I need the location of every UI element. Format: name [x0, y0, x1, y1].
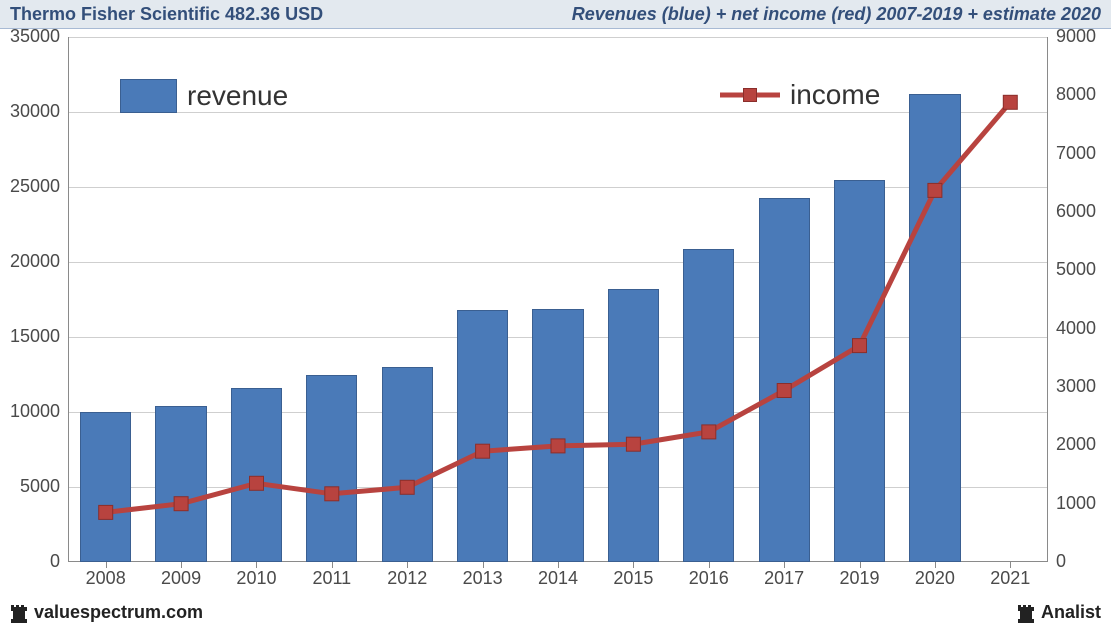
y-right-tick-label: 2000	[1056, 434, 1096, 455]
legend-income: income	[720, 79, 880, 111]
x-tick-mark	[407, 562, 408, 568]
x-tick-label: 2015	[613, 568, 653, 589]
x-tick-label: 2016	[689, 568, 729, 589]
x-tick-mark	[860, 562, 861, 568]
x-tick-label: 2014	[538, 568, 578, 589]
x-tick-label: 2017	[764, 568, 804, 589]
x-tick-label: 2020	[915, 568, 955, 589]
rook-icon	[10, 603, 28, 623]
x-tick-label: 2012	[387, 568, 427, 589]
y-right-tick-label: 5000	[1056, 259, 1096, 280]
chart-title-right: Revenues (blue) + net income (red) 2007-…	[572, 4, 1101, 25]
x-tick-mark	[332, 562, 333, 568]
y-left-tick-label: 35000	[0, 26, 60, 47]
y-right-tick-label: 7000	[1056, 143, 1096, 164]
x-tick-label: 2009	[161, 568, 201, 589]
x-tick-mark	[483, 562, 484, 568]
y-right-tick-label: 0	[1056, 551, 1066, 572]
x-tick-mark	[784, 562, 785, 568]
x-tick-mark	[558, 562, 559, 568]
income-line	[68, 37, 1048, 562]
y-right-tick-label: 6000	[1056, 201, 1096, 222]
legend-label: revenue	[187, 80, 288, 112]
x-tick-mark	[1010, 562, 1011, 568]
brand-valuespectrum: valuespectrum.com	[10, 602, 203, 623]
x-tick-label: 2013	[463, 568, 503, 589]
x-tick-label: 2008	[86, 568, 126, 589]
legend-revenue: revenue	[120, 79, 288, 113]
x-tick-mark	[256, 562, 257, 568]
y-left-tick-label: 30000	[0, 101, 60, 122]
x-tick-label: 2019	[840, 568, 880, 589]
brand-left-text: valuespectrum.com	[34, 602, 203, 623]
y-left-tick-label: 20000	[0, 251, 60, 272]
header-bar: Thermo Fisher Scientific 482.36 USD Reve…	[0, 0, 1111, 29]
y-left-tick-label: 0	[0, 551, 60, 572]
y-right-tick-label: 3000	[1056, 376, 1096, 397]
x-tick-label: 2010	[236, 568, 276, 589]
y-right-tick-label: 8000	[1056, 84, 1096, 105]
x-tick-mark	[935, 562, 936, 568]
x-tick-mark	[709, 562, 710, 568]
y-left-tick-label: 10000	[0, 401, 60, 422]
y-left-tick-label: 5000	[0, 476, 60, 497]
y-left-tick-label: 15000	[0, 326, 60, 347]
y-right-tick-label: 9000	[1056, 26, 1096, 47]
y-right-tick-label: 4000	[1056, 318, 1096, 339]
chart-title-left: Thermo Fisher Scientific 482.36 USD	[10, 4, 323, 25]
footer-bar: valuespectrum.com Analist	[0, 600, 1111, 627]
y-left-tick-label: 25000	[0, 176, 60, 197]
legend-swatch-bar	[120, 79, 177, 113]
x-tick-label: 2011	[312, 568, 351, 589]
chart-area: 0 5000 10000 15000 20000 25000 30000 35000 0 1000…	[0, 29, 1111, 600]
legend-swatch-line	[720, 79, 780, 111]
x-tick-mark	[106, 562, 107, 568]
brand-right-text: Analist	[1041, 602, 1101, 623]
brand-analist: Analist	[1017, 602, 1101, 623]
x-tick-mark	[633, 562, 634, 568]
legend-label: income	[790, 79, 880, 111]
y-right-tick-label: 1000	[1056, 493, 1096, 514]
rook-icon	[1017, 603, 1035, 623]
x-tick-mark	[181, 562, 182, 568]
x-tick-label: 2021	[990, 568, 1030, 589]
